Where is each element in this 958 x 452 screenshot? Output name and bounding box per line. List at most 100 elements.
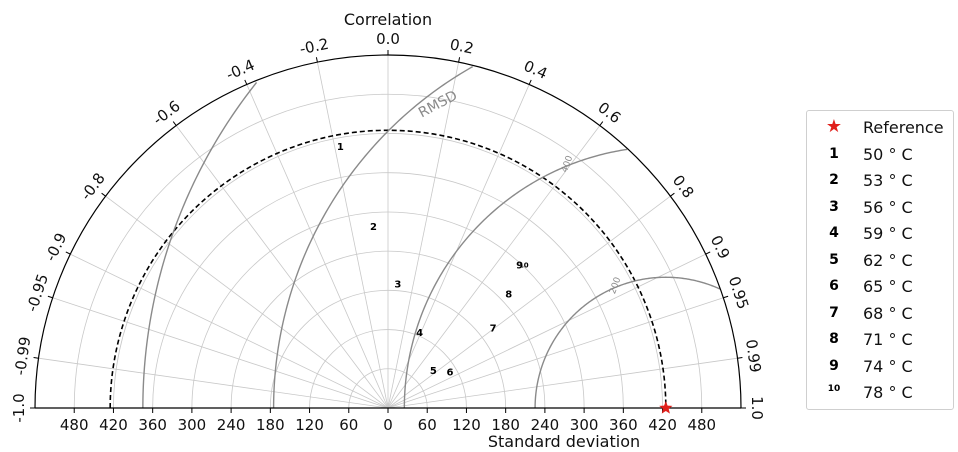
correlation-tick-label-11: 0.6 [594,98,624,127]
correlation-tick-3 [65,251,71,255]
correlation-grid-line-6 [246,84,389,409]
legend-label: 78 ° C [863,383,913,402]
correlation-tick-13 [705,251,711,255]
legend-label: 50 ° C [863,144,913,164]
correlation-tick-label-8: 0.0 [376,30,400,48]
correlation-tick-label-10: 0.4 [521,57,550,83]
correlation-tick-15 [737,357,743,359]
legend-marker: 6 [829,278,839,294]
legend-marker: 8 [829,331,839,347]
legend-item: 5 62 ° C [807,250,953,274]
correlation-tick-6 [244,79,248,85]
std-tick-label-8: 0 [383,416,393,434]
outer-boundary [34,54,742,409]
legend-label: 74 ° C [863,356,913,376]
legend-marker: 10 [827,384,841,394]
correlation-tick-12 [670,192,675,197]
legend-label: 62 ° C [863,250,913,270]
data-point-7: 7 [490,324,497,335]
legend-label: 71 ° C [863,330,913,349]
legend-label: 59 ° C [863,224,913,243]
correlation-tick-label-2: -0.95 [23,272,52,314]
data-point-6: 6 [447,367,454,378]
data-point-4: 4 [416,328,423,339]
std-tick-label-2: 360 [138,416,167,434]
correlation-grid-line-5 [175,125,389,409]
correlation-tick-label-1: -0.99 [11,335,34,376]
correlation-tick-4 [101,192,106,197]
correlation-tick-14 [723,295,729,299]
data-point-5: 5 [430,366,437,377]
legend-marker: 9 [829,357,839,374]
std-tick-label-6: 120 [295,416,324,434]
correlation-tick-10 [528,79,532,85]
correlation-tick-11 [599,121,604,126]
correlation-tick-label-7: -0.2 [298,35,330,58]
correlation-tick-label-12: 0.8 [669,172,698,202]
correlation-grid-line-14 [387,297,724,409]
correlation-grid-line-7 [317,62,389,409]
legend-item: 1 50 ° C [807,144,953,168]
std-tick-label-7: 60 [339,416,358,434]
correlation-grid-line-10 [387,84,530,409]
correlation-tick-5 [172,121,177,126]
correlation-grid-line-3 [70,253,389,409]
correlation-tick-7 [315,57,318,63]
legend-marker: 2 [829,172,839,188]
correlation-grid-line-11 [387,125,601,409]
legend-item: 7 68 ° C [807,303,953,327]
chart-title: Correlation [344,10,432,29]
legend-item: 10 78 ° C [807,382,953,406]
correlation-tick-label-13: 0.9 [707,232,734,261]
correlation-grid-line-13 [387,253,706,409]
legend-marker: 5 [829,251,839,268]
std-tick-label-0: 480 [60,416,89,434]
legend-item: 4 59 ° C [807,223,953,247]
data-point-8: 8 [505,289,512,300]
correlation-tick-label-6: -0.4 [223,56,257,84]
legend-marker: 1 [829,145,839,162]
legend-item: 8 71 ° C [807,329,953,353]
legend-item: 3 56 ° C [807,197,953,221]
correlation-tick-label-16: 1.0 [748,396,766,420]
rmsd-contour-3 [142,82,258,409]
correlation-grid-line-12 [387,195,671,409]
rmsd-label: RMSD [416,88,460,122]
reference-star-icon: ★ [825,116,843,137]
legend-item: 6 65 ° C [807,276,953,300]
correlation-grid-line-9 [387,62,459,409]
rmsd-contour-0 [534,276,721,409]
std-tick-label-10: 120 [452,416,481,434]
rmsd-contour-1 [403,148,628,409]
legend-marker: 3 [829,198,839,215]
correlation-tick-2 [47,295,53,299]
legend-item: 9 74 ° C [807,356,953,380]
correlation-tick-label-0: -1.0 [10,393,28,422]
legend-marker: 7 [829,304,839,321]
correlation-grid-line-2 [52,297,389,409]
correlation-tick-label-15: 0.99 [742,338,765,374]
data-point-10: 10 [519,262,529,270]
legend-marker: 4 [829,225,839,241]
correlation-tick-1 [33,357,39,359]
rmsd-contour-2 [272,66,474,409]
data-point-1: 1 [337,142,344,153]
legend: ★ Reference 1 50 ° C 2 53 ° C 3 56 ° C 4 59 ° C 5 6… [806,110,954,410]
std-tick-label-13: 300 [570,416,599,434]
correlation-grid-line-15 [387,357,738,409]
legend-label: 65 ° C [863,277,913,296]
data-point-2: 2 [370,222,377,233]
std-tick-label-9: 60 [418,416,437,434]
std-tick-label-5: 180 [256,416,285,434]
x-axis-label: Standard deviation [488,432,640,451]
correlation-grid-line-4 [105,195,389,409]
std-tick-label-1: 420 [99,416,128,434]
std-tick-label-4: 240 [217,416,246,434]
std-tick-label-16: 480 [687,416,716,434]
legend-label: 68 ° C [863,303,913,323]
correlation-tick-label-9: 0.2 [448,35,475,57]
legend-item: ★ Reference [807,116,953,141]
data-point-3: 3 [394,279,401,290]
legend-label: 56 ° C [863,197,913,217]
